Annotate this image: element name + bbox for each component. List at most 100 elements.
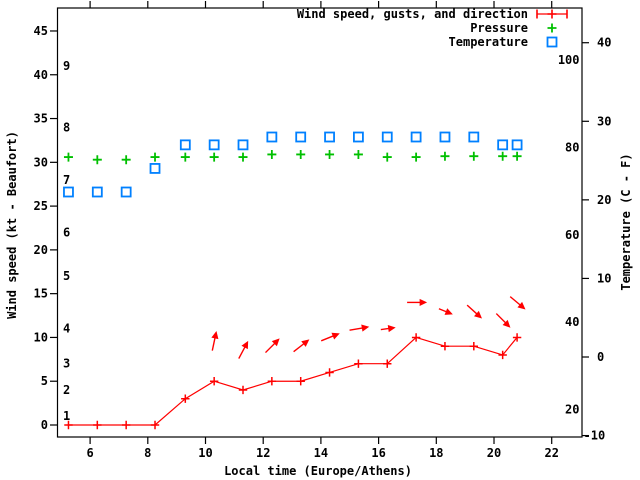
- wind-speed-point: [440, 341, 450, 351]
- right-axis-title: Temperature (C - F): [619, 153, 633, 290]
- beaufort-label: 5: [63, 269, 70, 283]
- x-tick-label: 8: [144, 446, 151, 460]
- pressure-point: [92, 155, 102, 165]
- wind-speed-point: [512, 333, 522, 342]
- celsius-tick-label: 30: [597, 114, 611, 128]
- arrow-head: [331, 332, 340, 340]
- kt-tick-label: 45: [34, 24, 48, 38]
- pressure-point: [180, 152, 190, 162]
- wind-speed-point: [498, 350, 507, 360]
- temperature-point: [439, 131, 451, 143]
- pressure-point: [498, 151, 508, 161]
- legend-sample-plus: [547, 9, 557, 19]
- arrow-head: [241, 340, 249, 350]
- arrow-head: [474, 310, 482, 319]
- wind-speed-point: [296, 377, 305, 386]
- pressure-point: [209, 152, 219, 162]
- temperature-point: [468, 131, 480, 143]
- arrow-head: [387, 324, 396, 333]
- wind-speed-point: [150, 420, 160, 430]
- kt-tick-label: 30: [34, 155, 48, 169]
- temperature-point: [120, 186, 132, 198]
- wind-direction-arrow: [380, 324, 396, 333]
- wind-speed-point: [209, 377, 219, 386]
- fahrenheit-label: 60: [565, 228, 579, 242]
- pressure-point: [238, 152, 248, 162]
- arrow-head: [361, 324, 370, 332]
- beaufort-label: 2: [63, 383, 70, 397]
- temperature-point: [381, 131, 393, 143]
- pressure-point: [267, 149, 277, 159]
- pressure-point: [411, 152, 421, 162]
- arrow-head: [444, 308, 453, 315]
- kt-tick-label: 40: [34, 68, 48, 82]
- beaufort-label: 7: [63, 173, 70, 187]
- x-tick-label: 10: [198, 446, 212, 460]
- celsius-tick-label: 10: [597, 271, 611, 285]
- wind-speed-point: [325, 368, 334, 377]
- temperature-point: [237, 139, 249, 151]
- arrow-head: [419, 298, 428, 307]
- wind-speed-point: [121, 420, 131, 430]
- x-axis-title: Local time (Europe/Athens): [224, 464, 412, 478]
- wind-speed-point: [64, 420, 73, 430]
- wind-direction-arrow: [509, 296, 526, 310]
- arrow-shaft: [466, 304, 479, 316]
- wind-speed-point: [383, 359, 392, 368]
- arrow-shaft: [509, 296, 523, 307]
- kt-tick-label: 15: [34, 287, 48, 301]
- arrow-shaft: [293, 341, 306, 353]
- left-axis-title: Wind speed (kt - Beaufort): [5, 131, 19, 319]
- wind-direction-arrow: [238, 340, 249, 359]
- wind-direction-arrow: [495, 313, 511, 328]
- wind-direction-arrow: [264, 338, 280, 354]
- beaufort-label: 8: [63, 120, 70, 134]
- wind-speed-point: [411, 333, 421, 342]
- wind-speed-point: [267, 377, 277, 386]
- pressure-point: [150, 152, 160, 162]
- legend-sample-plus: [547, 23, 557, 33]
- fahrenheit-label: 100: [558, 53, 580, 67]
- celsius-tick-label: -10: [584, 429, 606, 443]
- temperature-point: [353, 131, 364, 143]
- wind-speed-point: [181, 394, 190, 403]
- kt-tick-label: 25: [34, 199, 48, 213]
- kt-tick-label: 20: [34, 243, 48, 257]
- celsius-tick-label: 20: [597, 193, 611, 207]
- x-tick-label: 16: [371, 446, 385, 460]
- pressure-point: [63, 152, 73, 162]
- wind-speed-point: [93, 420, 102, 430]
- kt-tick-label: 35: [34, 112, 48, 126]
- x-tick-label: 6: [86, 446, 93, 460]
- wind-direction-arrow: [438, 308, 453, 315]
- x-tick-label: 18: [429, 446, 443, 460]
- pressure-point: [353, 149, 363, 159]
- legend-label: Wind speed, gusts, and direction: [297, 7, 528, 21]
- arrow-head: [211, 331, 219, 340]
- temperature-point: [295, 131, 307, 143]
- temperature-point: [208, 139, 220, 151]
- temperature-point: [149, 163, 161, 174]
- x-tick-label: 22: [544, 446, 558, 460]
- fahrenheit-label: 80: [565, 140, 579, 154]
- pressure-point: [382, 152, 392, 162]
- temperature-point: [324, 131, 335, 143]
- fahrenheit-label: 20: [565, 402, 579, 416]
- kt-tick-label: 0: [41, 418, 48, 432]
- x-tick-label: 20: [487, 446, 501, 460]
- plot-border: [56, 7, 583, 438]
- wind-direction-arrow: [466, 304, 482, 319]
- temperature-point: [179, 139, 191, 151]
- pressure-point: [325, 149, 335, 159]
- temperature-point: [91, 186, 103, 198]
- wind-direction-arrow: [320, 332, 340, 342]
- beaufort-label: 3: [63, 357, 70, 371]
- wind-direction-arrow: [407, 298, 428, 307]
- legend-label: Temperature: [449, 35, 528, 49]
- beaufort-label: 1: [63, 409, 70, 423]
- legend-sample-square: [546, 36, 558, 48]
- arrow-head: [301, 339, 310, 347]
- beaufort-label: 4: [63, 322, 70, 336]
